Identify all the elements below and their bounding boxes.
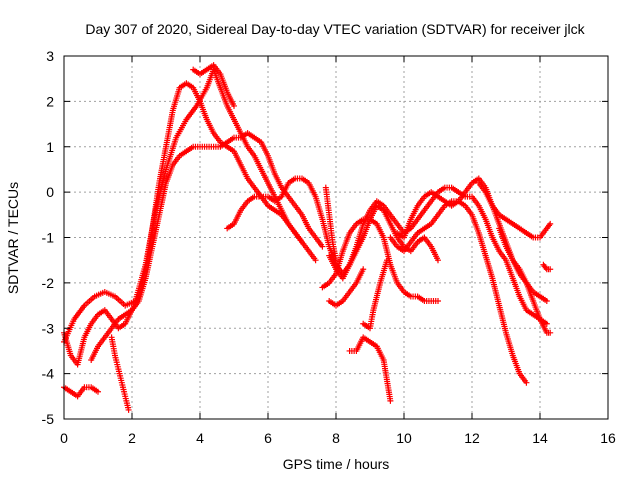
x-tick-label: 14 [532, 430, 548, 446]
x-tick-label: 16 [600, 430, 616, 446]
y-tick-label: -5 [42, 411, 55, 427]
data-point-markers [61, 66, 319, 345]
series-4 [61, 384, 101, 400]
y-axis-label: SDTVAR / TECUs [5, 182, 21, 294]
series-5 [108, 334, 132, 413]
y-tick-label: 3 [46, 48, 54, 64]
data-point-markers [387, 198, 530, 386]
x-tick-label: 8 [332, 430, 340, 446]
series-8 [326, 184, 550, 327]
series-14 [346, 334, 394, 404]
y-tick-label: 1 [46, 139, 54, 155]
series-11 [475, 180, 554, 241]
y-tick-label: 0 [46, 184, 54, 200]
x-axis-label: GPS time / hours [283, 456, 390, 472]
series-1 [61, 66, 319, 345]
series-3 [190, 62, 237, 109]
data-point-markers [496, 225, 554, 336]
series-16 [322, 184, 339, 264]
data-point-markers [61, 384, 101, 400]
x-tick-label: 10 [396, 430, 412, 446]
series-7 [319, 216, 441, 305]
data-point-markers [319, 216, 441, 305]
x-tick-label: 12 [464, 430, 480, 446]
data-point-markers [326, 266, 367, 309]
series-15 [360, 257, 390, 332]
y-tick-label: -4 [42, 366, 55, 382]
y-tick-label: -3 [42, 320, 55, 336]
series-2 [88, 130, 326, 364]
data-point-markers [346, 334, 394, 404]
data-point-markers [360, 257, 390, 332]
data-point-markers [88, 130, 326, 364]
data-point-markers [190, 62, 237, 109]
series-12 [496, 225, 554, 336]
data-point-markers [475, 180, 554, 241]
grid [64, 56, 608, 419]
x-tick-label: 2 [128, 430, 136, 446]
y-tick-label: -2 [42, 275, 55, 291]
data-point-markers [108, 334, 132, 413]
y-tick-label: -1 [42, 230, 55, 246]
series-13 [540, 261, 554, 273]
x-tick-label: 0 [60, 430, 68, 446]
series-17 [326, 266, 367, 309]
chart-title: Day 307 of 2020, Sidereal Day-to-day VTE… [85, 21, 585, 37]
series-10 [387, 198, 530, 386]
data-point-markers [540, 261, 554, 273]
x-tick-label: 4 [196, 430, 204, 446]
x-tick-label: 6 [264, 430, 272, 446]
data-point-markers [326, 184, 550, 327]
y-tick-label: 2 [46, 93, 54, 109]
data-point-markers [322, 184, 339, 264]
